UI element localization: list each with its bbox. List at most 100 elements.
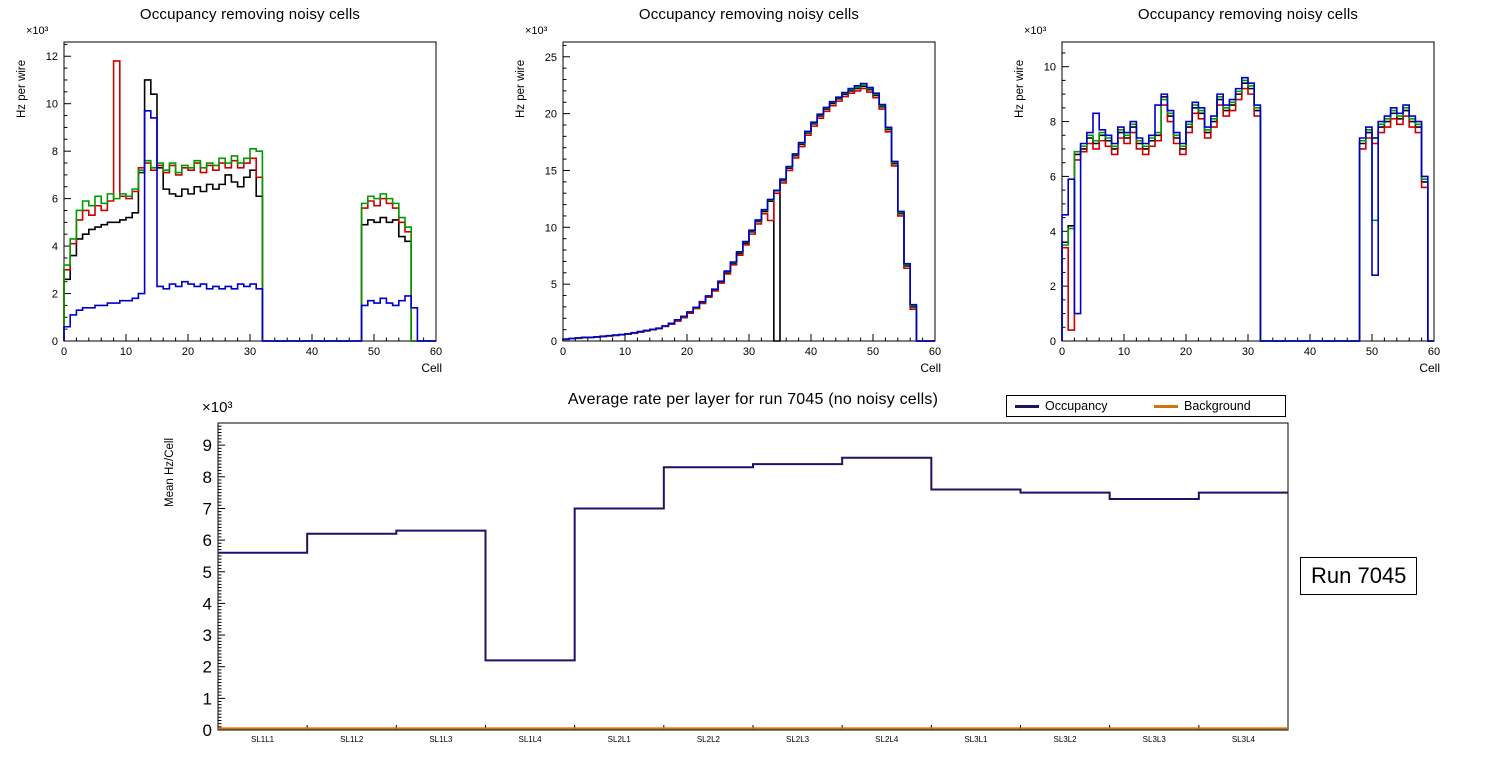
- svg-text:4: 4: [52, 241, 58, 253]
- svg-text:10: 10: [120, 346, 132, 358]
- series-green: [63, 147, 436, 342]
- svg-text:SL2L4: SL2L4: [875, 735, 899, 744]
- svg-text:SL2L1: SL2L1: [608, 735, 632, 744]
- plot-frame: [217, 422, 1289, 731]
- svg-text:2: 2: [1050, 281, 1056, 293]
- series-black: [63, 79, 436, 342]
- svg-text:0: 0: [560, 346, 566, 358]
- svg-text:2: 2: [52, 289, 58, 301]
- x-axis: SL1L1 SL1L2 SL1L3 SL1L4 SL2L1 SL2L2 SL2L3 SL2L4…: [251, 725, 1256, 744]
- svg-text:6: 6: [52, 194, 58, 206]
- series-blue: [63, 110, 436, 342]
- plot-frame: [562, 41, 936, 342]
- histogram-plot-2: 0 5 10 15 20 25 0 10 20 30 40 50 60: [545, 41, 941, 358]
- y-axis: 0 2 4 6 8 10: [1044, 52, 1069, 348]
- svg-text:30: 30: [1242, 346, 1254, 358]
- svg-text:15: 15: [545, 165, 557, 177]
- occupancy-histogram-2: Occupancy removing noisy cells ×10³ Hz p…: [499, 0, 997, 385]
- histogram-plot-1: 0 2 4 6 8 10 12 0 10 20 30 40 50 60: [46, 41, 442, 358]
- series-black: [562, 85, 935, 342]
- chart-title: Occupancy removing noisy cells: [139, 6, 361, 23]
- y-axis: 0 1 2 3 4 5 6 7 8 9: [203, 422, 225, 740]
- svg-text:SL3L4: SL3L4: [1232, 735, 1256, 744]
- svg-text:40: 40: [805, 346, 817, 358]
- background-line-swatch: [1154, 404, 1178, 408]
- svg-text:20: 20: [1180, 346, 1192, 358]
- chart-title: Occupancy removing noisy cells: [1137, 6, 1359, 23]
- svg-text:SL1L3: SL1L3: [429, 735, 453, 744]
- svg-text:25: 25: [545, 52, 557, 64]
- average-rate-plot: Average rate per layer for run 7045 (no …: [150, 385, 1300, 772]
- series-Occupancy: [218, 456, 1288, 662]
- svg-text:0: 0: [1050, 336, 1056, 348]
- series-green: [562, 84, 935, 342]
- y-axis-exponent: ×10³: [26, 25, 49, 37]
- legend-item-occupancy: Occupancy: [1007, 399, 1146, 413]
- svg-text:10: 10: [1118, 346, 1130, 358]
- svg-text:0: 0: [1059, 346, 1065, 358]
- legend-label: Background: [1184, 399, 1251, 413]
- svg-text:60: 60: [1428, 346, 1440, 358]
- svg-text:10: 10: [46, 99, 58, 111]
- y-axis-exponent: ×10³: [202, 399, 233, 416]
- occupancy-histogram-3: Occupancy removing noisy cells ×10³ Hz p…: [998, 0, 1496, 385]
- rate-step-plot: 0 1 2 3 4 5 6 7 8 9 SL1L1 SL1L2 SL1L3 SL1L4 SL2L1 SL2L2…: [203, 422, 1289, 744]
- svg-text:1: 1: [203, 689, 212, 708]
- y-axis: 0 5 10 15 20 25: [545, 44, 570, 348]
- svg-text:SL3L2: SL3L2: [1054, 735, 1078, 744]
- x-axis-label: Cell: [1419, 361, 1440, 375]
- svg-text:60: 60: [929, 346, 941, 358]
- svg-text:12: 12: [46, 51, 58, 63]
- svg-text:50: 50: [368, 346, 380, 358]
- run-number-box: Run 7045: [1300, 557, 1418, 595]
- svg-text:SL2L2: SL2L2: [697, 735, 721, 744]
- histogram-plot-3: 0 2 4 6 8 10 0 10 20 30 40 50 60: [1044, 41, 1440, 358]
- svg-text:SL2L3: SL2L3: [786, 735, 810, 744]
- y-axis-exponent: ×10³: [525, 25, 548, 37]
- svg-text:SL1L4: SL1L4: [519, 735, 543, 744]
- svg-text:20: 20: [182, 346, 194, 358]
- legend-item-background: Background: [1146, 399, 1285, 413]
- occupancy-histogram-1: Occupancy removing noisy cells ×10³ Hz p…: [0, 0, 498, 385]
- svg-text:40: 40: [1304, 346, 1316, 358]
- x-axis: 0 10 20 30 40 50 60: [1059, 334, 1440, 358]
- legend-box: Occupancy Background: [1006, 395, 1286, 417]
- svg-text:5: 5: [551, 279, 557, 291]
- svg-text:8: 8: [1050, 117, 1056, 129]
- svg-text:8: 8: [52, 146, 58, 158]
- svg-text:40: 40: [306, 346, 318, 358]
- svg-text:10: 10: [619, 346, 631, 358]
- occupancy-line-swatch: [1015, 404, 1039, 408]
- svg-text:0: 0: [61, 346, 67, 358]
- svg-text:3: 3: [203, 626, 212, 645]
- x-axis: 0 10 20 30 40 50 60: [560, 334, 941, 358]
- svg-text:30: 30: [743, 346, 755, 358]
- svg-text:0: 0: [551, 336, 557, 348]
- series-blue: [562, 82, 935, 342]
- svg-text:2: 2: [203, 658, 212, 677]
- chart-title: Average rate per layer for run 7045 (no …: [567, 391, 939, 408]
- x-axis-label: Cell: [421, 361, 442, 375]
- svg-text:10: 10: [545, 222, 557, 234]
- chart-title: Occupancy removing noisy cells: [638, 6, 860, 23]
- svg-text:8: 8: [203, 468, 212, 487]
- svg-text:SL1L1: SL1L1: [251, 735, 275, 744]
- svg-text:SL3L1: SL3L1: [964, 735, 988, 744]
- svg-text:6: 6: [1050, 171, 1056, 183]
- svg-text:50: 50: [1366, 346, 1378, 358]
- svg-text:SL3L3: SL3L3: [1143, 735, 1167, 744]
- y-axis: 0 2 4 6 8 10 12: [46, 43, 71, 348]
- svg-text:30: 30: [244, 346, 256, 358]
- y-axis-exponent: ×10³: [1024, 25, 1047, 37]
- svg-text:20: 20: [545, 109, 557, 121]
- x-axis: 0 10 20 30 40 50 60: [61, 334, 442, 358]
- svg-text:10: 10: [1044, 62, 1056, 74]
- svg-text:20: 20: [681, 346, 693, 358]
- series-red: [562, 87, 935, 342]
- svg-text:9: 9: [203, 436, 212, 455]
- svg-text:SL1L2: SL1L2: [340, 735, 364, 744]
- svg-text:0: 0: [203, 721, 212, 740]
- svg-text:5: 5: [203, 563, 212, 582]
- svg-text:60: 60: [430, 346, 442, 358]
